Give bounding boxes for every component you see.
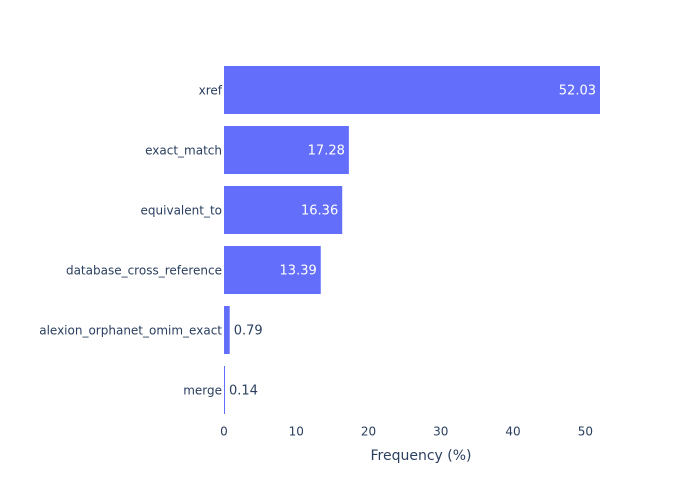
bar-merge — [224, 366, 226, 414]
x-tick-label-50: 50 — [578, 425, 593, 439]
bar-database-cross-reference — [224, 246, 321, 294]
x-tick-label-40: 40 — [505, 425, 520, 439]
x-axis-title: Frequency (%) — [370, 448, 471, 464]
bar-exact-match — [224, 126, 349, 174]
value-label-database-cross-reference: 13.39 — [280, 264, 317, 279]
category-label-xref: xref — [199, 84, 223, 98]
x-tick-label-30: 30 — [433, 425, 448, 439]
category-labels-group: xref exact_match equivalent_to database_cro… — [39, 84, 223, 398]
value-label-alexion-orphanet-omim-exact: 0.79 — [234, 324, 263, 339]
category-label-merge: merge — [183, 384, 222, 398]
category-label-alexion-orphanet-omim-exact: alexion_orphanet_omim_exact — [39, 324, 222, 338]
value-label-merge: 0.14 — [229, 384, 258, 399]
category-label-database-cross-reference: database_cross_reference — [66, 264, 222, 278]
category-label-equivalent-to: equivalent_to — [141, 204, 222, 218]
bar-alexion-orphanet-omim-exact — [224, 306, 230, 354]
bar-equivalent-to — [224, 186, 343, 234]
category-label-exact-match: exact_match — [145, 144, 222, 158]
bars-group: 52.03 17.28 16.36 13.39 0.79 0.14 — [224, 66, 600, 414]
bar-xref — [224, 66, 600, 114]
x-tick-label-10: 10 — [289, 425, 304, 439]
value-label-xref: 52.03 — [559, 84, 596, 99]
value-label-exact-match: 17.28 — [308, 144, 345, 159]
x-tick-label-0: 0 — [220, 425, 228, 439]
x-tick-label-20: 20 — [361, 425, 376, 439]
x-tick-labels-group: 0 10 20 30 40 50 — [220, 425, 593, 439]
value-label-equivalent-to: 16.36 — [301, 204, 338, 219]
